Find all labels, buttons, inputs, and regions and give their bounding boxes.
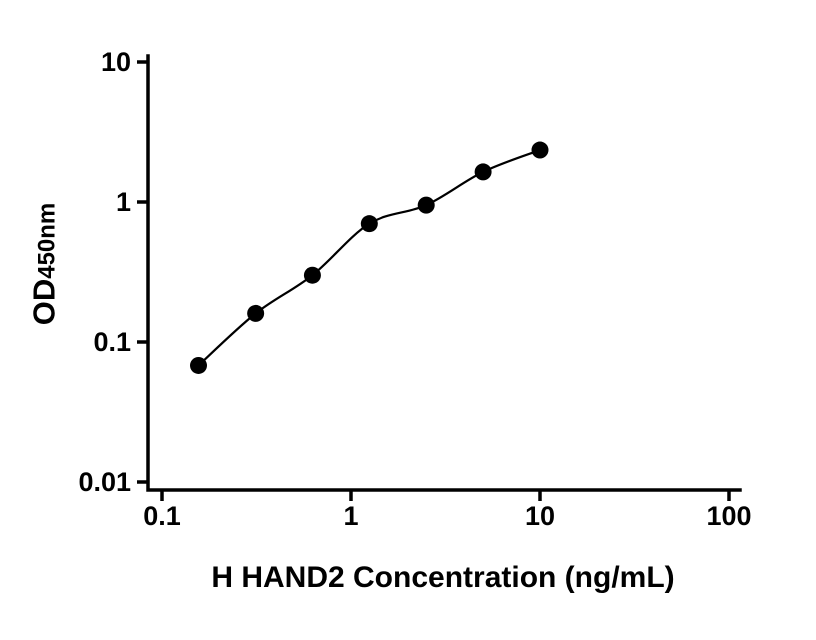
- y-tick-label: 1: [116, 187, 131, 217]
- x-tick-label: 10: [525, 501, 555, 531]
- data-point: [190, 356, 208, 374]
- x-tick-label: 100: [706, 501, 751, 531]
- y-tick-label: 10: [101, 47, 131, 77]
- x-tick-label: 0.1: [143, 501, 181, 531]
- data-point: [417, 196, 435, 214]
- y-axis-title: OD450nm: [26, 202, 62, 326]
- y-axis-title-main: OD: [26, 278, 62, 326]
- data-point: [247, 304, 265, 322]
- y-tick-label: 0.01: [78, 467, 131, 497]
- data-point: [531, 141, 549, 159]
- fit-curve: [197, 149, 541, 367]
- data-point: [303, 266, 321, 284]
- x-tick-label: 1: [343, 501, 358, 531]
- x-axis-title: H HAND2 Concentration (ng/mL): [211, 561, 675, 594]
- data-point: [360, 215, 378, 233]
- y-tick-label: 0.1: [93, 327, 131, 357]
- y-axis-title-sub: 450nm: [33, 202, 61, 279]
- axes-frame: [146, 54, 742, 492]
- data-point: [474, 163, 492, 181]
